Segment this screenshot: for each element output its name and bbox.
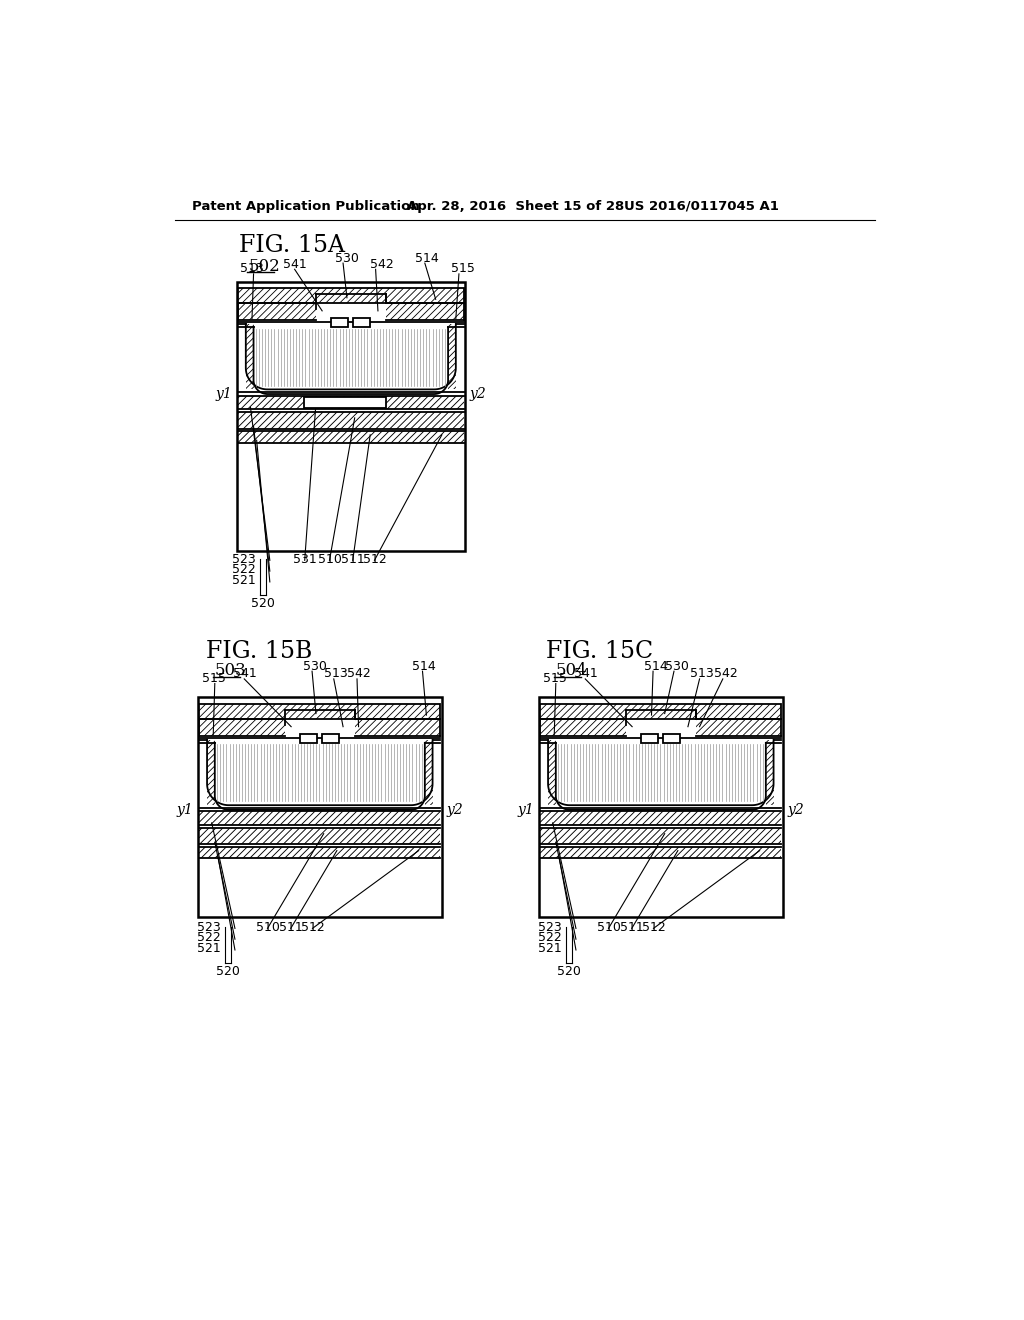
Bar xyxy=(539,697,783,917)
Text: y1: y1 xyxy=(215,387,231,401)
Text: 513: 513 xyxy=(324,668,347,680)
Text: Patent Application Publication: Patent Application Publication xyxy=(193,199,420,213)
Bar xyxy=(238,288,464,304)
Bar xyxy=(641,734,658,743)
Bar xyxy=(300,734,317,743)
Bar xyxy=(323,734,339,743)
Bar xyxy=(664,734,680,743)
Text: 510: 510 xyxy=(256,921,280,933)
Text: 530: 530 xyxy=(303,660,327,673)
Text: 530: 530 xyxy=(335,252,359,264)
Text: 520: 520 xyxy=(216,965,240,978)
Text: 542: 542 xyxy=(714,668,737,680)
Text: FIG. 15B: FIG. 15B xyxy=(206,640,312,663)
Text: y2: y2 xyxy=(787,803,804,817)
Text: 515: 515 xyxy=(452,263,475,276)
Text: Apr. 28, 2016  Sheet 15 of 28: Apr. 28, 2016 Sheet 15 of 28 xyxy=(407,199,625,213)
Text: 512: 512 xyxy=(642,921,666,933)
Bar xyxy=(198,697,442,917)
Text: 531: 531 xyxy=(293,553,316,566)
Bar xyxy=(200,704,440,719)
Text: 514: 514 xyxy=(415,252,438,264)
Text: 513: 513 xyxy=(241,263,264,276)
Text: 541: 541 xyxy=(283,257,307,271)
Text: y2: y2 xyxy=(470,387,486,401)
Text: 541: 541 xyxy=(232,668,256,680)
Text: y1: y1 xyxy=(176,803,194,817)
Text: FIG. 15C: FIG. 15C xyxy=(547,640,653,663)
Bar xyxy=(237,281,465,552)
Text: 541: 541 xyxy=(573,668,597,680)
Bar xyxy=(353,318,371,327)
Text: 510: 510 xyxy=(317,553,341,566)
Text: 510: 510 xyxy=(597,921,621,933)
Text: 513: 513 xyxy=(690,668,714,680)
Text: y1: y1 xyxy=(517,803,535,817)
Text: 504: 504 xyxy=(556,661,588,678)
Text: 511: 511 xyxy=(279,921,303,933)
Text: 523: 523 xyxy=(198,921,221,933)
Text: 511: 511 xyxy=(341,553,365,566)
Text: 514: 514 xyxy=(413,660,436,673)
Bar xyxy=(541,704,781,719)
Text: 503: 503 xyxy=(215,661,247,678)
Text: 520: 520 xyxy=(251,598,274,610)
Text: 522: 522 xyxy=(539,932,562,945)
Text: 502: 502 xyxy=(248,257,280,275)
Text: 511: 511 xyxy=(620,921,644,933)
Text: 521: 521 xyxy=(198,942,221,956)
Bar xyxy=(304,397,386,408)
Text: 512: 512 xyxy=(362,553,386,566)
Text: 512: 512 xyxy=(301,921,325,933)
Text: 542: 542 xyxy=(371,257,394,271)
Text: 530: 530 xyxy=(665,660,688,673)
Text: 523: 523 xyxy=(539,921,562,933)
Text: US 2016/0117045 A1: US 2016/0117045 A1 xyxy=(624,199,779,213)
Text: 522: 522 xyxy=(198,932,221,945)
Text: FIG. 15A: FIG. 15A xyxy=(239,234,345,257)
Bar xyxy=(332,318,348,327)
Text: 523: 523 xyxy=(232,553,256,566)
Text: 522: 522 xyxy=(232,564,256,577)
Text: 521: 521 xyxy=(539,942,562,956)
Text: y2: y2 xyxy=(446,803,463,817)
Text: 542: 542 xyxy=(347,668,371,680)
Text: 520: 520 xyxy=(557,965,581,978)
Text: 515: 515 xyxy=(202,672,225,685)
Text: 514: 514 xyxy=(644,660,668,673)
Text: 521: 521 xyxy=(232,574,256,587)
Text: 515: 515 xyxy=(543,672,566,685)
